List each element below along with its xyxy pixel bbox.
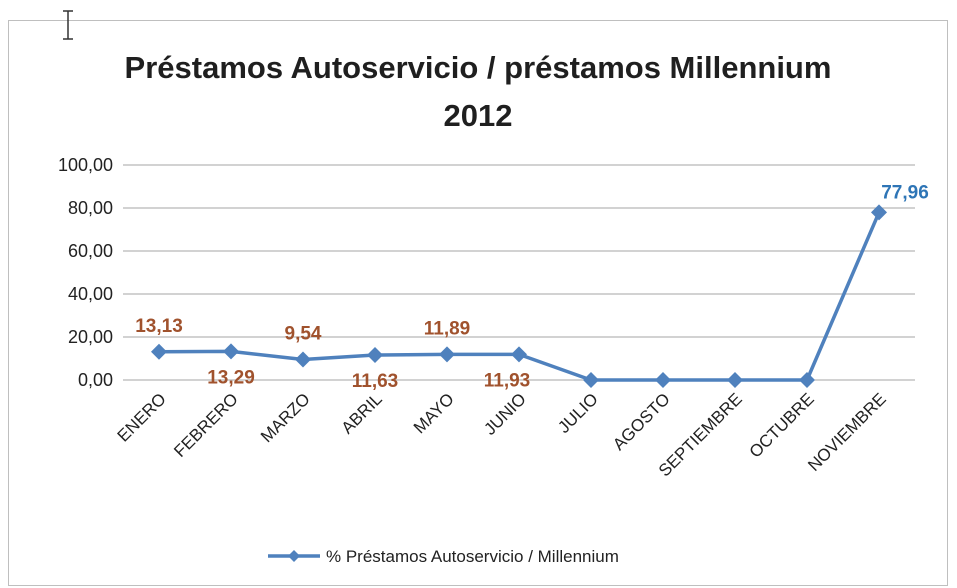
y-tick-label: 0,00: [78, 370, 113, 390]
x-tick-label: JUNIO: [480, 389, 529, 438]
data-point-marker: [295, 351, 311, 368]
x-tick-label: JULIO: [554, 389, 602, 437]
data-point-marker: [151, 343, 167, 360]
data-point-marker: [727, 372, 743, 388]
data-label: 11,63: [352, 371, 399, 392]
legend-marker-swatch: [288, 550, 300, 562]
data-label: 11,89: [424, 318, 471, 339]
data-label: 77,96: [881, 182, 929, 203]
data-point-marker: [511, 346, 527, 363]
x-tick-label: MARZO: [257, 389, 314, 446]
y-tick-label: 40,00: [68, 284, 113, 304]
chart-title-line1: Préstamos Autoservicio / préstamos Mille…: [124, 50, 832, 85]
y-tick-label: 20,00: [68, 327, 113, 347]
data-point-marker: [439, 346, 455, 363]
data-label: 13,29: [207, 367, 255, 388]
y-tick-label: 100,00: [58, 155, 113, 175]
data-point-marker: [583, 372, 599, 388]
data-label: 13,13: [135, 316, 183, 337]
x-tick-label: ABRIL: [338, 389, 386, 437]
chart-frame: [8, 20, 948, 586]
data-point-marker: [223, 343, 239, 360]
chart-title: Préstamos Autoservicio / préstamos Mille…: [8, 44, 948, 140]
x-tick-label: FEBRERO: [170, 389, 242, 461]
x-tick-label: OCTUBRE: [746, 389, 818, 461]
data-point-marker: [871, 204, 887, 221]
text-cursor-icon: [63, 10, 73, 40]
legend-label: % Préstamos Autoservicio / Millennium: [326, 547, 619, 566]
chart-title-line2: 2012: [443, 98, 513, 133]
y-tick-label: 80,00: [68, 198, 113, 218]
data-point-marker: [655, 372, 671, 388]
data-label: 9,54: [285, 323, 322, 344]
x-tick-label: AGOSTO: [609, 389, 674, 454]
data-point-marker: [799, 372, 815, 388]
x-tick-label: MAYO: [410, 389, 458, 437]
data-label: 11,93: [484, 370, 531, 391]
x-tick-label: ENERO: [114, 389, 170, 445]
data-point-marker: [367, 346, 383, 363]
y-tick-label: 60,00: [68, 241, 113, 261]
